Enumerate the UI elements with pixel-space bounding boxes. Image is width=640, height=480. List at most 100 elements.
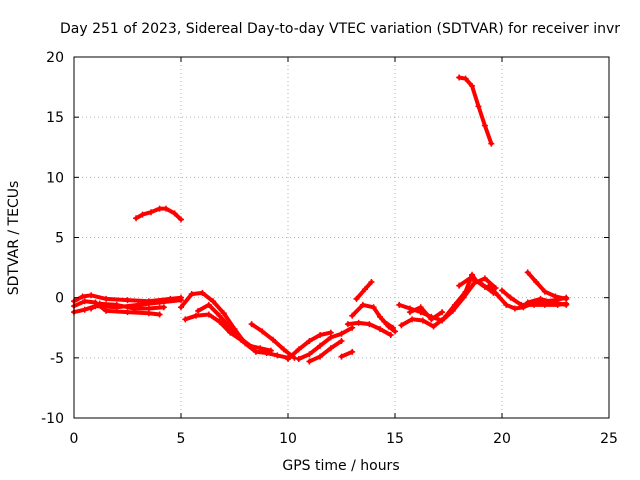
data-point-marker xyxy=(349,324,356,331)
series-arc-t xyxy=(406,304,446,323)
data-point-marker xyxy=(220,310,227,317)
data-point-marker xyxy=(396,301,403,308)
data-point-marker xyxy=(428,316,435,323)
data-point-marker xyxy=(237,335,244,342)
data-point-marker xyxy=(103,307,110,314)
data-point-marker xyxy=(359,301,366,308)
series-line xyxy=(339,349,355,359)
data-point-marker xyxy=(124,309,131,316)
data-point-marker xyxy=(295,346,302,353)
series-arc-l xyxy=(306,337,345,365)
y-tick-label: 5 xyxy=(55,231,64,247)
data-point-marker xyxy=(133,215,140,222)
data-point-marker xyxy=(317,353,324,360)
data-point-marker xyxy=(499,287,505,294)
data-point-marker xyxy=(494,292,501,299)
data-point-marker xyxy=(417,304,424,311)
data-point-marker xyxy=(533,279,540,286)
x-tick-label: 20 xyxy=(493,431,511,447)
data-point-marker xyxy=(216,312,223,319)
series-line xyxy=(408,305,445,322)
data-point-marker xyxy=(130,305,137,312)
data-point-marker xyxy=(550,299,557,306)
data-point-marker xyxy=(481,122,488,129)
data-point-marker xyxy=(338,353,345,360)
data-point-marker xyxy=(156,205,163,212)
series-arc-f xyxy=(178,289,291,361)
data-point-marker xyxy=(88,305,95,312)
series-arc-i xyxy=(248,321,298,361)
data-point-marker xyxy=(103,295,110,302)
data-point-marker xyxy=(79,293,86,300)
data-point-marker xyxy=(306,337,313,344)
data-point-marker xyxy=(195,307,202,314)
y-tick-label: -5 xyxy=(50,351,64,367)
series-line xyxy=(525,270,569,301)
series-arc-o xyxy=(349,301,398,335)
series-arc-y xyxy=(524,269,570,302)
data-point-marker xyxy=(280,346,287,353)
x-tick-label: 15 xyxy=(386,431,404,447)
data-point-marker xyxy=(199,289,206,296)
series-arc-m xyxy=(338,348,356,360)
data-point-marker xyxy=(563,295,570,302)
series-arc-j xyxy=(285,329,334,363)
data-point-marker xyxy=(462,288,469,295)
data-point-marker xyxy=(210,298,217,305)
data-point-marker xyxy=(477,280,484,287)
data-point-marker xyxy=(295,356,302,363)
data-point-marker xyxy=(355,319,362,326)
axis-ticks xyxy=(73,56,610,419)
series-arc-d xyxy=(88,300,167,312)
series-arc-h xyxy=(195,301,255,351)
y-tick-label: -10 xyxy=(41,411,64,427)
y-tick-label: 15 xyxy=(46,110,64,126)
data-point-marker xyxy=(552,293,559,300)
x-tick-label: 5 xyxy=(177,431,186,447)
data-point-marker xyxy=(156,311,163,318)
data-point-marker xyxy=(163,205,170,212)
axis-tick-labels: 0 5 10 15 20 25 -10 -5 0 5 10 15 20 xyxy=(41,50,618,447)
data-point-marker xyxy=(257,345,264,352)
data-point-marker xyxy=(81,298,88,305)
data-point-marker xyxy=(327,345,334,352)
data-point-marker xyxy=(145,305,152,312)
data-point-marker xyxy=(430,323,437,330)
data-point-marker xyxy=(392,328,398,335)
data-point-marker xyxy=(248,321,255,328)
data-point-marker xyxy=(285,356,291,363)
data-point-marker xyxy=(96,300,103,307)
series-line xyxy=(457,75,494,146)
data-point-marker xyxy=(488,140,495,147)
data-point-marker xyxy=(377,313,384,320)
data-point-marker xyxy=(124,297,131,304)
series-arc-e xyxy=(133,205,184,223)
data-point-marker xyxy=(381,318,388,325)
data-point-marker xyxy=(406,309,413,316)
data-point-marker xyxy=(171,210,178,217)
data-point-marker xyxy=(227,324,234,331)
data-point-marker xyxy=(113,301,120,308)
data-point-marker xyxy=(441,315,448,322)
x-tick-label: 10 xyxy=(279,431,297,447)
series-arc-u xyxy=(456,275,497,296)
data-point-marker xyxy=(362,286,369,293)
data-point-marker xyxy=(462,75,469,82)
data-point-marker xyxy=(370,304,377,311)
data-point-marker xyxy=(387,331,394,338)
data-point-marker xyxy=(178,297,184,304)
data-point-marker xyxy=(531,301,538,308)
data-point-marker xyxy=(306,358,313,365)
series-arc-n xyxy=(344,319,394,338)
data-point-marker xyxy=(274,352,281,359)
data-point-marker xyxy=(456,282,463,289)
series-arc-s xyxy=(398,271,488,330)
series-arc-k xyxy=(295,324,356,363)
series-line xyxy=(307,339,344,364)
data-point-marker xyxy=(259,328,266,335)
series-line xyxy=(525,296,569,307)
data-point-marker xyxy=(419,317,426,324)
data-point-marker xyxy=(368,279,375,286)
data-point-marker xyxy=(317,331,324,338)
